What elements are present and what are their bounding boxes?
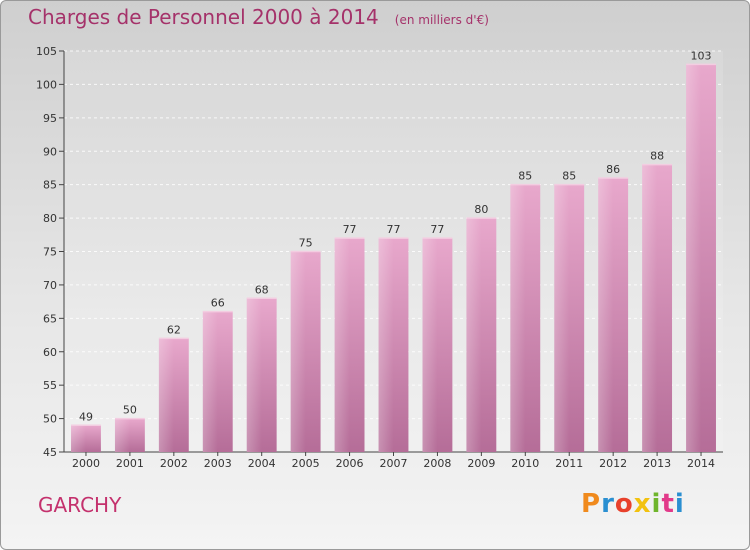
- bar-highlight: [642, 164, 658, 452]
- y-tick-label: 95: [43, 112, 57, 125]
- y-tick-label: 100: [36, 78, 57, 91]
- bar-highlight: [202, 311, 218, 452]
- axes: 45 50 55 60 65 70 75 80 85 90 95 100 105 2000 2001 2002…: [36, 45, 723, 470]
- data-label: 86: [606, 163, 620, 176]
- x-tick-label: 2004: [248, 457, 276, 470]
- x-tick-label: 2002: [160, 457, 188, 470]
- data-label: 85: [562, 170, 576, 183]
- y-tick-label: 80: [43, 212, 57, 225]
- y-tick-label: 90: [43, 145, 57, 158]
- logo-letter: x: [633, 489, 652, 519]
- logo-letter: t: [661, 489, 675, 519]
- x-tick-label: 2011: [555, 457, 583, 470]
- data-label: 68: [255, 283, 269, 296]
- data-label: 77: [387, 223, 401, 236]
- y-tick-label: 75: [43, 246, 57, 259]
- bar-highlight: [378, 238, 394, 452]
- bar-highlight: [334, 238, 350, 452]
- logo-letter: r: [601, 489, 615, 519]
- bar-highlight: [686, 64, 702, 452]
- y-tick-label: 55: [43, 379, 57, 392]
- bar-highlight: [71, 425, 86, 452]
- x-tick-label: 2001: [116, 457, 144, 470]
- bar-highlight: [598, 177, 614, 452]
- y-tick-label: 85: [43, 179, 57, 192]
- logo-letter: i: [674, 489, 685, 519]
- x-tick-label: 2014: [687, 457, 715, 470]
- data-label: 62: [167, 323, 181, 336]
- data-label: 75: [299, 237, 313, 250]
- logo-letter: P: [581, 489, 602, 519]
- data-label: 50: [123, 404, 137, 417]
- bar-highlight: [554, 184, 570, 452]
- bar-highlight: [510, 184, 526, 452]
- y-tick-label: 45: [43, 446, 57, 459]
- labels: 49 50 62 66 68 75 77 77 77 80 85 85 86 88 103: [79, 49, 712, 423]
- bar-highlight: [114, 418, 130, 452]
- data-label: 66: [211, 297, 225, 310]
- y-tick-label: 105: [36, 45, 57, 58]
- x-tick-label: 2006: [336, 457, 364, 470]
- commune-name: GARCHY: [38, 493, 122, 517]
- x-tick-label: 2009: [467, 457, 495, 470]
- bar-highlight: [158, 338, 174, 452]
- x-tick-label: 2013: [643, 457, 671, 470]
- data-label: 85: [518, 170, 532, 183]
- bars: [71, 63, 716, 452]
- data-label: 77: [430, 223, 444, 236]
- y-tick-label: 50: [43, 413, 57, 426]
- bar-highlight: [422, 238, 438, 452]
- proxiti-logo: Proxiti: [581, 489, 685, 519]
- x-tick-label: 2010: [511, 457, 539, 470]
- y-tick-label: 70: [43, 279, 57, 292]
- x-tick-label: 2008: [423, 457, 451, 470]
- bar-highlight: [466, 218, 482, 452]
- chart-subtitle: (en milliers d'€): [394, 13, 489, 27]
- data-label: 77: [343, 223, 357, 236]
- x-tick-label: 2000: [72, 457, 100, 470]
- title-row: Charges de Personnel 2000 à 2014 (en mill…: [28, 5, 489, 29]
- data-label: 80: [474, 203, 488, 216]
- y-tick-label: 65: [43, 312, 57, 325]
- x-tick-label: 2003: [204, 457, 232, 470]
- chart-title: Charges de Personnel 2000 à 2014: [28, 5, 379, 29]
- logo-letter: o: [614, 489, 634, 519]
- data-label: 49: [79, 410, 93, 423]
- logo-letter: i: [651, 489, 662, 519]
- data-label: 88: [650, 150, 664, 163]
- x-tick-label: 2012: [599, 457, 627, 470]
- data-label: 103: [691, 49, 712, 62]
- bar-highlight: [246, 298, 262, 452]
- x-tick-label: 2005: [292, 457, 320, 470]
- x-tick-label: 2007: [380, 457, 408, 470]
- y-tick-label: 60: [43, 346, 57, 359]
- bar-highlight: [290, 251, 306, 452]
